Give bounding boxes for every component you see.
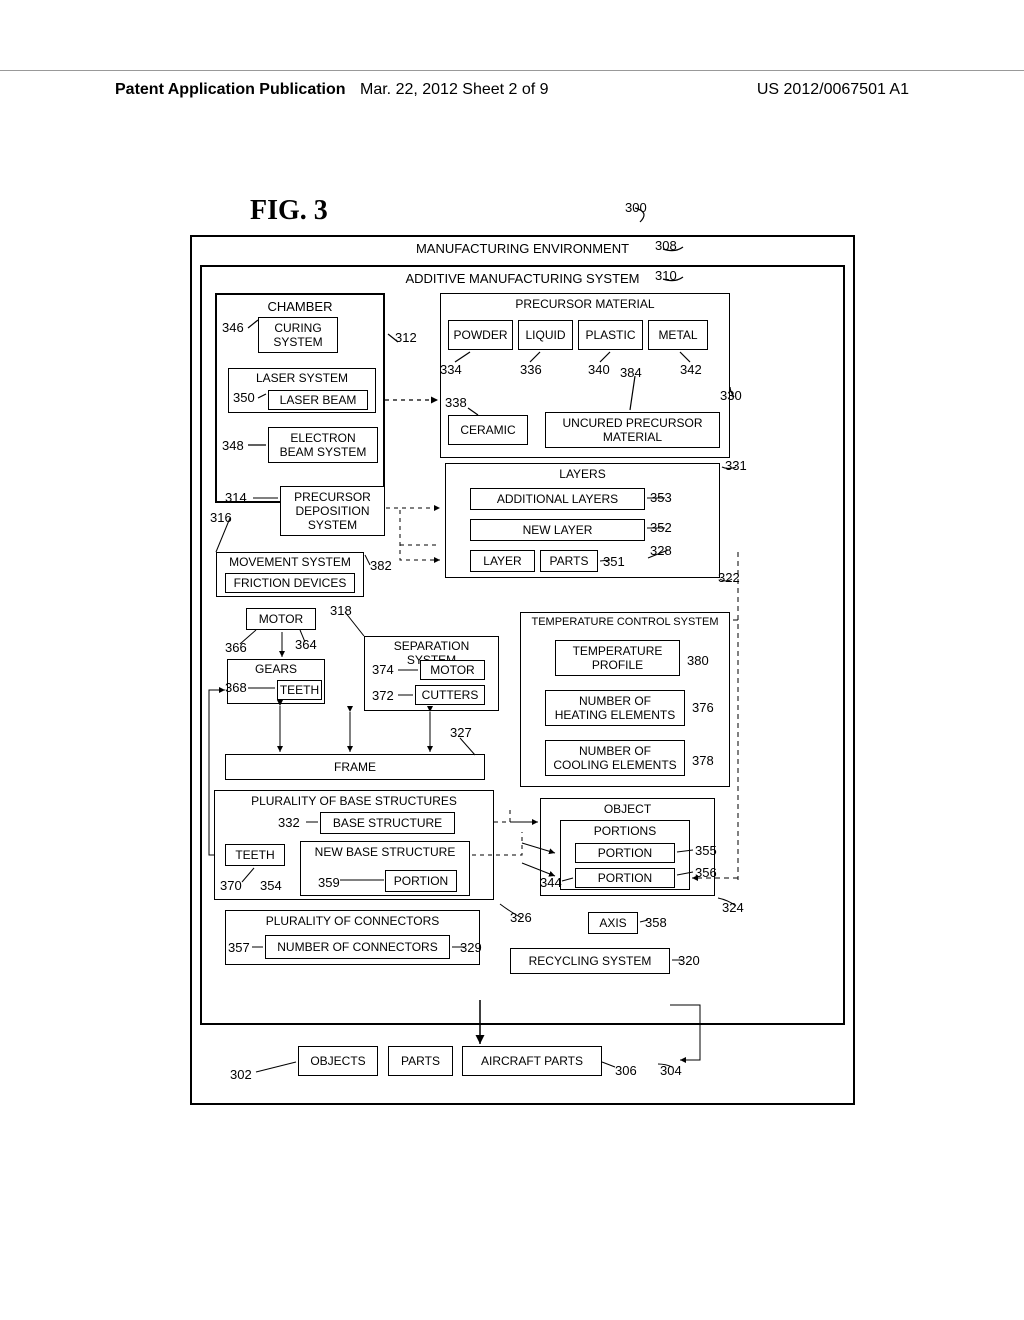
box-powder: POWDER — [448, 320, 513, 350]
box-number-connectors: NUMBER OF CONNECTORS — [265, 935, 450, 959]
ref-310: 310 — [655, 268, 677, 283]
box-plastic: PLASTIC — [578, 320, 643, 350]
ref-374: 374 — [372, 662, 394, 677]
label-chamber: CHAMBER — [217, 295, 383, 314]
box-parts: PARTS — [388, 1046, 453, 1076]
ref-350: 350 — [233, 390, 255, 405]
header-right: US 2012/0067501 A1 — [757, 81, 909, 99]
ref-316: 316 — [210, 510, 232, 525]
ref-357: 357 — [228, 940, 250, 955]
ref-334: 334 — [440, 362, 462, 377]
box-layer: LAYER — [470, 550, 535, 572]
ref-364: 364 — [295, 637, 317, 652]
ref-312: 312 — [395, 330, 417, 345]
ref-302: 302 — [230, 1067, 252, 1082]
ref-382: 382 — [370, 558, 392, 573]
box-electron-beam: ELECTRON BEAM SYSTEM — [268, 427, 378, 463]
box-friction-devices: FRICTION DEVICES — [225, 573, 355, 593]
label-additive-system: ADDITIVE MANUFACTURING SYSTEM — [202, 267, 843, 286]
ref-304: 304 — [660, 1063, 682, 1078]
ref-368: 368 — [225, 680, 247, 695]
box-cooling-elements: NUMBER OF COOLING ELEMENTS — [545, 740, 685, 776]
ref-355: 355 — [695, 843, 717, 858]
ref-314: 314 — [225, 490, 247, 505]
ref-378: 378 — [692, 753, 714, 768]
box-separation-motor: MOTOR — [420, 660, 485, 680]
box-aircraft-parts: AIRCRAFT PARTS — [462, 1046, 602, 1076]
box-teeth: TEETH — [277, 680, 322, 700]
ref-354: 354 — [260, 878, 282, 893]
ref-329: 329 — [460, 940, 482, 955]
ref-358: 358 — [645, 915, 667, 930]
ref-359: 359 — [318, 875, 340, 890]
ref-346: 346 — [222, 320, 244, 335]
page-header: Patent Application Publication Mar. 22, … — [0, 70, 1024, 100]
ref-356: 356 — [695, 865, 717, 880]
box-liquid: LIQUID — [518, 320, 573, 350]
box-uncured: UNCURED PRECURSOR MATERIAL — [545, 412, 720, 448]
box-temp-profile: TEMPERATURE PROFILE — [555, 640, 680, 676]
ref-348: 348 — [222, 438, 244, 453]
ref-351: 351 — [603, 554, 625, 569]
figure-title: FIG. 3 — [250, 195, 328, 227]
box-additional-layers: ADDITIONAL LAYERS — [470, 488, 645, 510]
ref-306: 306 — [615, 1063, 637, 1078]
box-cutters: CUTTERS — [415, 685, 485, 705]
ref-322: 322 — [718, 570, 740, 585]
ref-366: 366 — [225, 640, 247, 655]
ref-342: 342 — [680, 362, 702, 377]
ref-353: 353 — [650, 490, 672, 505]
box-precursor-deposition: PRECURSOR DEPOSITION SYSTEM — [280, 486, 385, 536]
box-teeth-base: TEETH — [225, 844, 285, 866]
box-parts-layer: PARTS — [540, 550, 598, 572]
box-recycling: RECYCLING SYSTEM — [510, 948, 670, 974]
box-new-layer: NEW LAYER — [470, 519, 645, 541]
box-laser-beam: LASER BEAM — [268, 390, 368, 410]
ref-338: 338 — [445, 395, 467, 410]
ref-318: 318 — [330, 603, 352, 618]
ref-320: 320 — [678, 953, 700, 968]
ref-384: 384 — [620, 365, 642, 380]
box-objects: OBJECTS — [298, 1046, 378, 1076]
ref-331: 331 — [725, 458, 747, 473]
ref-332: 332 — [278, 815, 300, 830]
box-curing-system: CURING SYSTEM — [258, 317, 338, 353]
ref-340: 340 — [588, 362, 610, 377]
ref-336: 336 — [520, 362, 542, 377]
ref-327: 327 — [450, 725, 472, 740]
ref-352: 352 — [650, 520, 672, 535]
box-ceramic: CERAMIC — [448, 415, 528, 445]
ref-326: 326 — [510, 910, 532, 925]
box-portion355: PORTION — [575, 843, 675, 863]
box-axis: AXIS — [588, 912, 638, 934]
box-motor: MOTOR — [246, 608, 316, 630]
ref-324: 324 — [722, 900, 744, 915]
box-heating-elements: NUMBER OF HEATING ELEMENTS — [545, 690, 685, 726]
box-frame: FRAME — [225, 754, 485, 780]
box-portion344: PORTION — [575, 868, 675, 888]
label-manufacturing-environment: MANUFACTURING ENVIRONMENT — [192, 237, 853, 256]
ref-380: 380 — [687, 653, 709, 668]
box-metal: METAL — [648, 320, 708, 350]
header-mid: Mar. 22, 2012 Sheet 2 of 9 — [360, 81, 549, 99]
ref-372: 372 — [372, 688, 394, 703]
box-base-structure: BASE STRUCTURE — [320, 812, 455, 834]
ref-330: 330 — [720, 388, 742, 403]
header-left: Patent Application Publication — [115, 81, 346, 99]
ref-300: 300 — [625, 200, 647, 215]
ref-328: 328 — [650, 543, 672, 558]
ref-344: 344 — [540, 875, 562, 890]
ref-376: 376 — [692, 700, 714, 715]
box-portion: PORTION — [385, 870, 457, 892]
ref-308: 308 — [655, 238, 677, 253]
ref-370: 370 — [220, 878, 242, 893]
